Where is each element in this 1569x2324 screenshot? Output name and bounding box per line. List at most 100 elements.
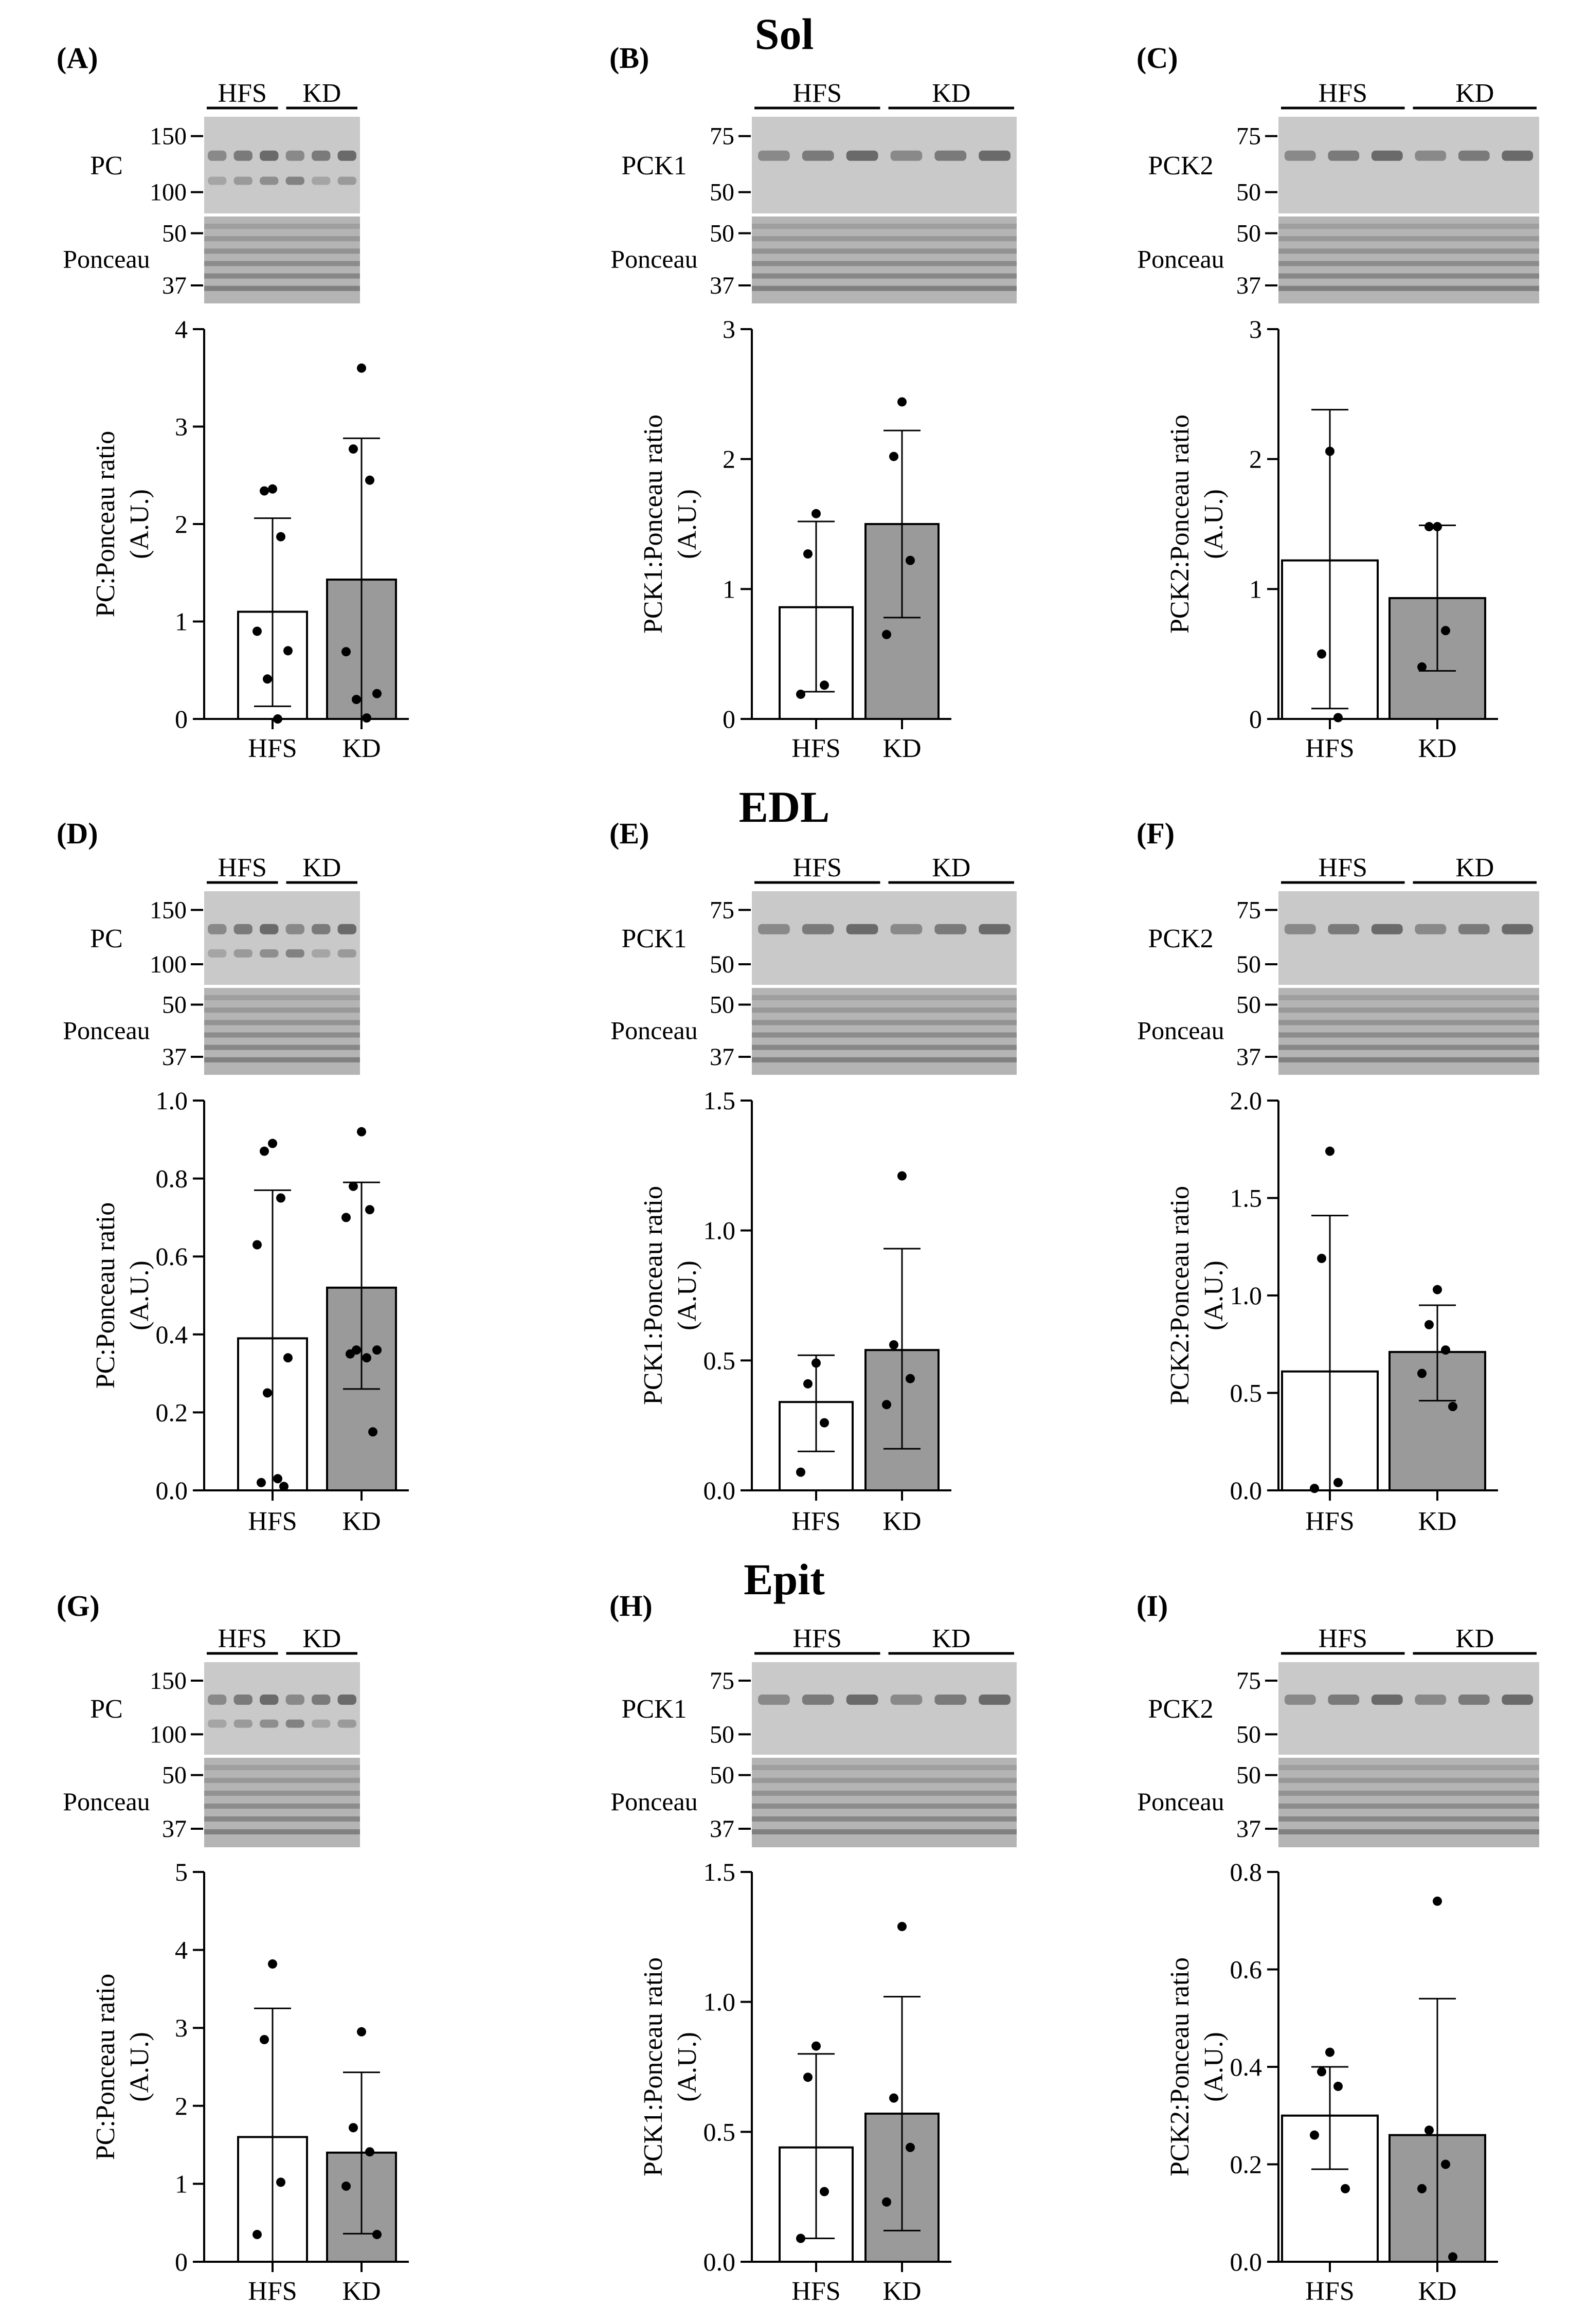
- mw-marker: 75: [1236, 1667, 1261, 1695]
- protein-blot-image: [1278, 117, 1539, 213]
- y-tick-label: 0.5: [1230, 1379, 1263, 1408]
- data-point: [1433, 1285, 1442, 1294]
- ponceau-band: [1278, 285, 1539, 291]
- data-point: [796, 2233, 805, 2243]
- y-axis-label-line2: (A.U.): [125, 489, 154, 559]
- ponceau-label: Ponceau: [1137, 245, 1224, 274]
- data-point: [796, 689, 805, 699]
- data-point: [253, 626, 262, 636]
- y-tick-label: 1.5: [704, 1858, 736, 1886]
- data-point: [906, 2142, 915, 2152]
- ponceau-band: [204, 248, 360, 254]
- mw-marker: 150: [150, 1667, 187, 1695]
- protein-band: [208, 176, 227, 185]
- protein-band: [312, 150, 331, 161]
- data-point: [1317, 649, 1326, 659]
- y-tick-label: 0.0: [704, 2247, 736, 2276]
- y-axis-label-line2: (A.U.): [125, 1260, 154, 1330]
- protein-band: [233, 924, 253, 934]
- data-point: [803, 2073, 813, 2082]
- protein-band: [233, 1719, 253, 1728]
- protein-blot-image: [1278, 1662, 1539, 1755]
- protein-band: [758, 924, 790, 934]
- panel-b: (B) HFS KD 75 50 50 37 PCK1 Ponceau 0 1 2 3 PCK1:Ponc…: [609, 41, 1017, 763]
- ponceau-band: [752, 224, 1017, 229]
- protein-band: [312, 949, 331, 958]
- data-point: [803, 1379, 813, 1389]
- data-point: [1433, 1896, 1442, 1906]
- section-title: Sol: [755, 9, 814, 59]
- ponceau-band: [752, 1765, 1017, 1770]
- y-axis-label-line2: (A.U.): [673, 489, 702, 559]
- data-point: [357, 2027, 366, 2037]
- y-tick-label: 0.2: [1230, 2150, 1263, 2179]
- ponceau-band: [1278, 1032, 1539, 1038]
- data-point: [906, 1374, 915, 1383]
- protein-band: [260, 176, 279, 185]
- data-point: [897, 1922, 907, 1932]
- protein-label: PCK2: [1148, 151, 1213, 181]
- protein-band: [285, 949, 304, 958]
- data-point: [889, 452, 898, 461]
- x-tick-label: HFS: [791, 2277, 840, 2306]
- data-point: [283, 1353, 293, 1363]
- ponceau-band: [204, 1791, 360, 1796]
- ponceau-band: [752, 236, 1017, 242]
- data-point: [260, 486, 269, 496]
- mw-marker: 50: [1236, 220, 1261, 247]
- y-axis-label: PC:Ponceau ratio (A.U.): [91, 1202, 154, 1389]
- data-point: [1417, 662, 1427, 672]
- ponceau-band: [204, 1057, 360, 1062]
- ponceau-band: [1278, 1765, 1539, 1770]
- protein-label: PCK2: [1148, 1695, 1213, 1724]
- x-tick-label: HFS: [1305, 734, 1354, 763]
- ponceau-band: [752, 1778, 1017, 1783]
- protein-band: [934, 150, 967, 161]
- protein-band: [802, 924, 834, 934]
- y-tick-label: 0.4: [1230, 2052, 1263, 2081]
- y-tick-label: 0.8: [1230, 1858, 1263, 1886]
- y-axis-label-line1: PCK2:Ponceau ratio: [1165, 1957, 1195, 2176]
- protein-band: [1371, 924, 1403, 934]
- protein-band: [979, 1695, 1011, 1705]
- protein-blot-image: [752, 891, 1017, 985]
- mw-marker: 100: [150, 1721, 187, 1748]
- protein-band: [208, 924, 227, 934]
- protein-band: [1371, 1695, 1403, 1705]
- ponceau-band: [1278, 224, 1539, 229]
- x-tick-label: KD: [342, 1507, 381, 1536]
- ponceau-band: [752, 1791, 1017, 1796]
- x-tick-label: KD: [882, 1507, 921, 1536]
- group-label: KD: [302, 853, 341, 882]
- y-tick-label: 0: [175, 705, 188, 733]
- ponceau-label: Ponceau: [610, 1016, 697, 1045]
- y-tick-label: 1: [175, 607, 188, 636]
- y-tick-label: 3: [175, 412, 188, 441]
- data-point: [820, 680, 829, 690]
- data-point: [260, 2034, 269, 2044]
- ponceau-band: [1278, 1829, 1539, 1834]
- data-point: [1424, 1320, 1434, 1329]
- mw-marker: 50: [1236, 1762, 1261, 1789]
- mw-marker: 50: [1236, 1721, 1261, 1748]
- protein-band: [1458, 924, 1490, 934]
- panel-label: (F): [1137, 817, 1175, 850]
- ponceau-band: [204, 273, 360, 279]
- ponceau-band: [752, 248, 1017, 254]
- data-point: [346, 1349, 355, 1359]
- ponceau-band: [1278, 1804, 1539, 1809]
- panel-label: (D): [57, 817, 98, 850]
- mw-marker: 75: [1236, 123, 1261, 150]
- y-tick-label: 0.0: [1230, 2247, 1263, 2276]
- ponceau-band: [1278, 1816, 1539, 1822]
- group-label: HFS: [793, 79, 842, 108]
- data-point: [279, 1482, 288, 1491]
- ponceau-band: [204, 285, 360, 291]
- y-tick-label: 0.6: [156, 1242, 188, 1271]
- mw-marker: 37: [1236, 1043, 1261, 1071]
- ponceau-band: [204, 224, 360, 229]
- y-axis-label-line2: (A.U.): [673, 2032, 702, 2102]
- protein-band: [979, 150, 1011, 161]
- y-axis-label-line2: (A.U.): [125, 2032, 154, 2102]
- protein-band: [208, 150, 227, 161]
